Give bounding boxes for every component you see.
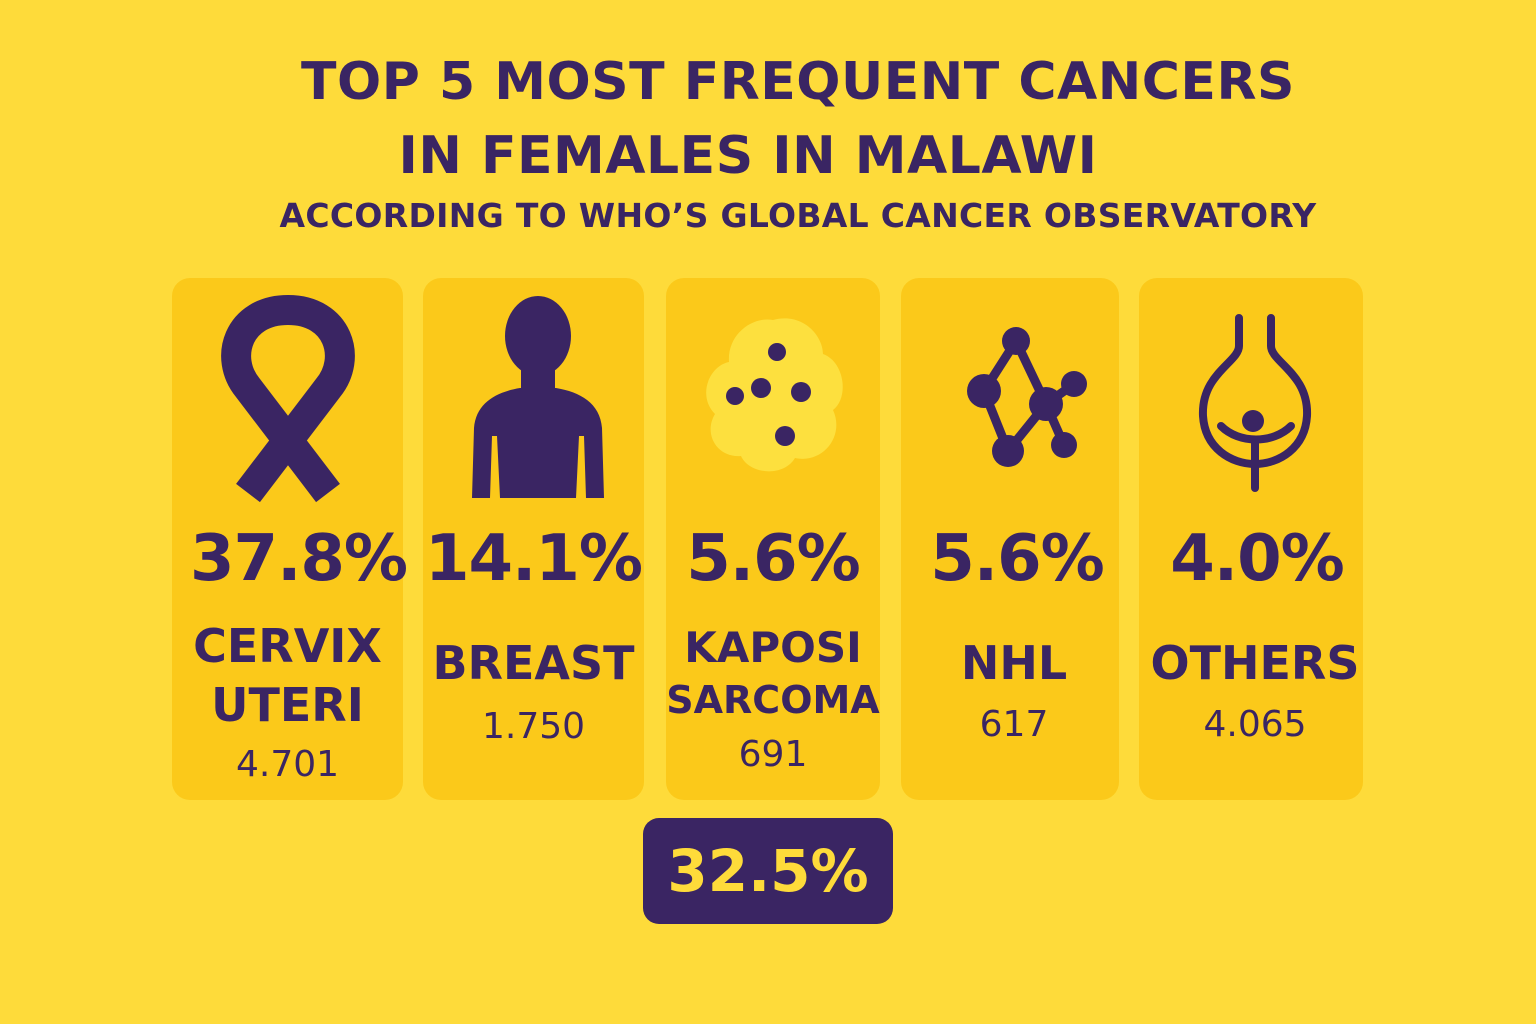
person-torso-icon xyxy=(423,288,644,498)
title-line-2: IN FEMALES IN MALAWI xyxy=(398,126,1098,186)
card-others: 4.0% OTHERS 4.065 xyxy=(1139,278,1363,800)
uterus-icon xyxy=(1139,288,1363,492)
case-count: 1.750 xyxy=(481,706,586,747)
ribbon-icon xyxy=(172,288,403,503)
cancer-name: NHL xyxy=(960,636,1068,690)
card-kaposi-sarcoma: 5.6% KAPOSI SARCOMA 691 xyxy=(666,278,880,800)
percent-value: 37.8% xyxy=(190,522,408,596)
percent-value: 5.6% xyxy=(930,522,1105,596)
cancer-name: OTHERS xyxy=(1150,636,1360,690)
card-cervix-uteri: 37.8% CERVIX UTERI 4.701 xyxy=(172,278,408,800)
highlight-percent-badge: 32.5% xyxy=(643,818,893,924)
cancer-name-line-1: CERVIX xyxy=(193,619,382,673)
card-nhl: 5.6% NHL 617 xyxy=(901,278,1119,800)
cancer-name: BREAST xyxy=(432,636,635,690)
case-count: 691 xyxy=(738,734,808,775)
card-breast: 14.1% BREAST 1.750 xyxy=(423,278,644,800)
percent-value: 5.6% xyxy=(686,522,861,596)
cancer-name-line-1: KAPOSI xyxy=(684,623,862,672)
cancer-name-line-2: UTERI xyxy=(211,678,364,732)
subtitle: ACCORDING TO WHO’S GLOBAL CANCER OBSERVA… xyxy=(279,196,1317,235)
lymph-nodes-icon xyxy=(901,288,1119,488)
case-count: 4.701 xyxy=(235,744,340,785)
case-count: 617 xyxy=(979,704,1049,745)
percent-value: 14.1% xyxy=(424,522,643,596)
percent-value: 4.0% xyxy=(1170,522,1345,596)
cell-cluster-icon xyxy=(666,288,880,488)
case-count: 4.065 xyxy=(1203,704,1307,745)
cancer-name-line-2: SARCOMA xyxy=(666,678,880,722)
title-line-1: TOP 5 MOST FREQUENT CANCERS xyxy=(301,52,1295,112)
